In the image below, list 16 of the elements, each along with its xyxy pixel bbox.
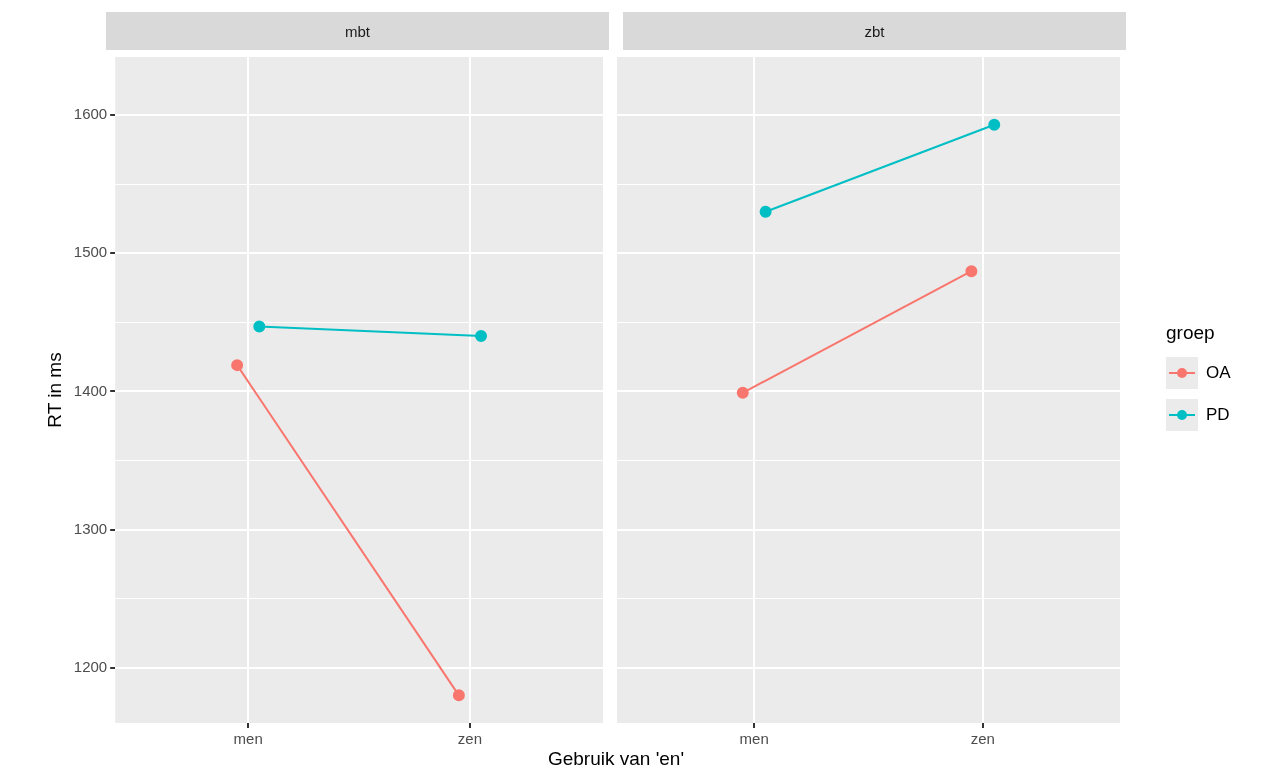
chart-title: mbt [106,12,609,50]
chart-title: zbt [623,12,1126,50]
y-tick-label: 1600 [73,105,108,123]
y-tick-label: 1200 [73,657,108,675]
x-tick-label: men [739,730,769,748]
x-tick-label: men [233,730,263,748]
legend-title: groep [1166,322,1216,344]
y-tick-label: 1300 [73,519,108,537]
y-tick-label: 1400 [73,381,108,399]
y-tick-label: 1500 [73,243,108,261]
x-axis-title: Gebruik van 'en' [546,748,686,770]
legend-label: PD [1206,405,1230,425]
legend-label: OA [1206,363,1231,383]
x-tick-label: zen [457,730,483,748]
y-axis-title: RT in ms [43,352,65,428]
x-tick-label: zen [970,730,995,748]
